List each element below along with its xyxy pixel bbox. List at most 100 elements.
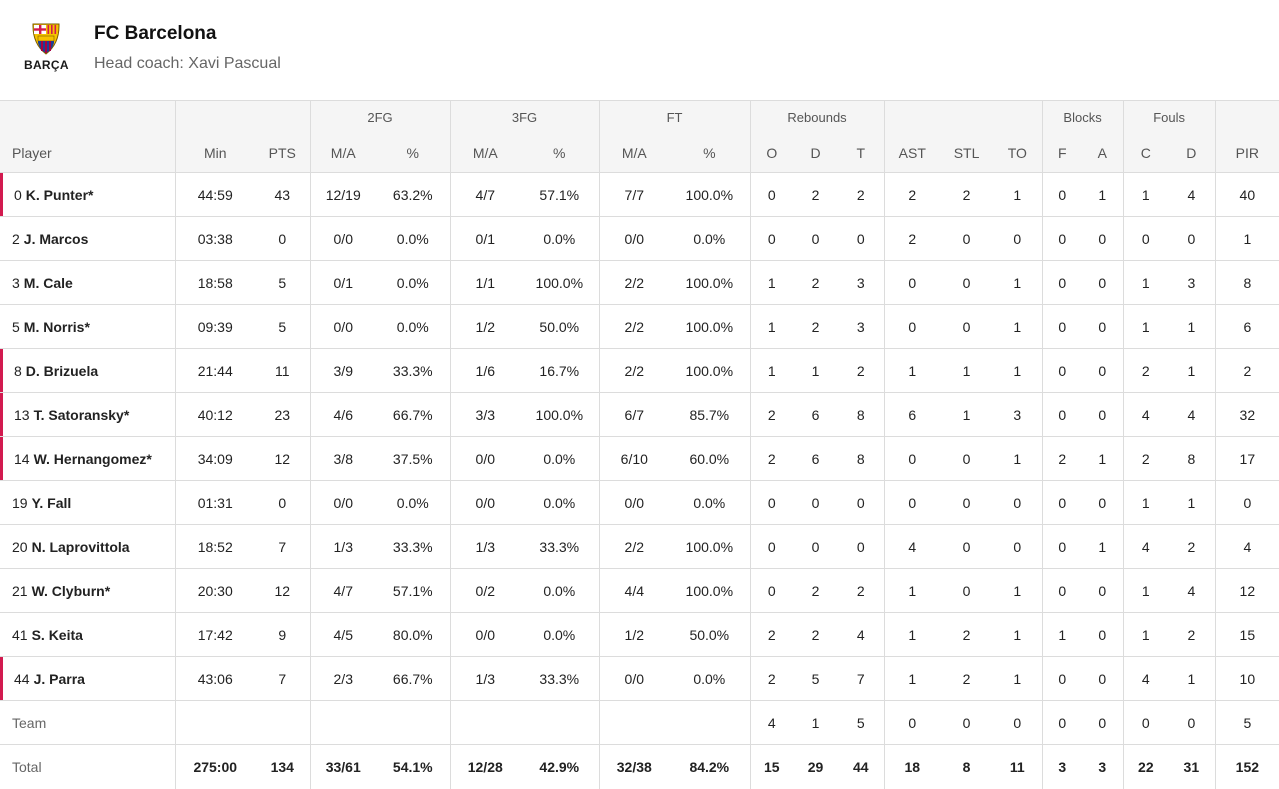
cell-foul-d: 3 xyxy=(1168,260,1216,305)
cell-ast: 0 xyxy=(883,436,941,481)
cell-reb-t: 2 xyxy=(838,348,885,393)
cell-3fg-ma: 4/7 xyxy=(449,172,521,217)
cell-ast: 1 xyxy=(883,612,941,657)
cell-pts: 11 xyxy=(255,348,310,393)
cell-foul-c: 4 xyxy=(1122,656,1169,701)
cell-reb-d: 1 xyxy=(793,348,839,393)
cell-2fg-ma xyxy=(309,700,376,745)
cell-foul-d: 8 xyxy=(1168,436,1216,481)
header-reb-t: T xyxy=(838,134,885,173)
cell-ast: 0 xyxy=(883,700,941,745)
cell-3fg-ma xyxy=(449,700,521,745)
cell-ft-pct: 0.0% xyxy=(669,216,751,261)
cell-ast: 6 xyxy=(883,392,941,437)
cell-ft-pct: 0.0% xyxy=(669,656,751,701)
player-name[interactable]: 5 M. Norris* xyxy=(0,304,175,349)
cell-3fg-ma: 1/1 xyxy=(449,260,521,305)
cell-min: 18:58 xyxy=(174,260,255,305)
cell-min: 18:52 xyxy=(174,524,255,569)
player-number: 21 xyxy=(12,582,28,599)
cell-2fg-ma: 0/0 xyxy=(309,480,376,525)
cell-pir: 32 xyxy=(1214,392,1279,437)
player-row: 0 K. Punter* 44:59 43 12/19 63.2% 4/7 57.1% 7/7 1… xyxy=(0,172,1279,217)
player-row: 3 M. Cale 18:58 5 0/1 0.0% 1/1 100.0% 2/2 100.0% 1… xyxy=(0,260,1279,305)
cell-reb-t: 5 xyxy=(838,700,885,745)
total-row: Total 275:00 134 33/61 54.1% 12/28 42.9% 32/38 8… xyxy=(0,744,1279,789)
player-name[interactable]: 41 S. Keita xyxy=(0,612,175,657)
cell-foul-c: 1 xyxy=(1122,172,1169,217)
cell-2fg-pct: 33.3% xyxy=(376,348,451,393)
header-foul-c: C xyxy=(1122,134,1169,173)
cell-3fg-pct xyxy=(520,700,600,745)
box-score-table: 2FG 3FG FT Rebounds Blocks Fouls Player M… xyxy=(0,100,1279,789)
cell-ft-pct: 85.7% xyxy=(669,392,751,437)
player-row: 41 S. Keita 17:42 9 4/5 80.0% 0/0 0.0% 1/2 50.0% 2… xyxy=(0,612,1279,657)
player-name[interactable]: 0 K. Punter* xyxy=(0,172,175,217)
cell-3fg-ma: 0/0 xyxy=(449,436,521,481)
cell-foul-c: 4 xyxy=(1122,392,1169,437)
player-name[interactable]: 44 J. Parra xyxy=(0,656,175,701)
cell-ft-pct: 100.0% xyxy=(669,172,751,217)
cell-reb-o: 2 xyxy=(749,392,794,437)
cell-3fg-ma: 0/1 xyxy=(449,216,521,261)
cell-stl: 1 xyxy=(940,348,994,393)
player-number: 13 xyxy=(14,406,30,423)
cell-stl: 2 xyxy=(940,656,994,701)
player-name[interactable]: 13 T. Satoransky* xyxy=(0,392,175,437)
cell-stl: 0 xyxy=(940,700,994,745)
cell-reb-t: 3 xyxy=(838,304,885,349)
cell-foul-c: 0 xyxy=(1122,216,1169,261)
cell-pts: 23 xyxy=(255,392,310,437)
cell-reb-t: 8 xyxy=(838,392,885,437)
cell-ft-ma: 2/2 xyxy=(598,348,670,393)
player-name[interactable]: 2 J. Marcos xyxy=(0,216,175,261)
player-name[interactable]: 3 M. Cale xyxy=(0,260,175,305)
cell-2fg-pct: 33.3% xyxy=(376,524,451,569)
team-name: FC Barcelona xyxy=(94,23,217,44)
cell-pir: 40 xyxy=(1214,172,1279,217)
player-name-label: W. Clyburn* xyxy=(31,582,111,599)
team-row: Team 4 1 5 0 0 0 0 0 0 0 5 xyxy=(0,700,1279,745)
cell-reb-t: 4 xyxy=(838,612,885,657)
cell-ft-pct xyxy=(669,700,751,745)
cell-ft-ma: 0/0 xyxy=(598,656,670,701)
cell-blk-f: 0 xyxy=(1041,392,1083,437)
player-name[interactable]: 19 Y. Fall xyxy=(0,480,175,525)
player-number: 44 xyxy=(14,670,30,687)
player-name-label: T. Satoransky* xyxy=(33,406,130,423)
cell-blk-f: 1 xyxy=(1041,612,1083,657)
player-row: 5 M. Norris* 09:39 5 0/0 0.0% 1/2 50.0% 2/2 100.0… xyxy=(0,304,1279,349)
player-row: 14 W. Hernangomez* 34:09 12 3/8 37.5% 0/0 0.0% 6… xyxy=(0,436,1279,481)
cell-3fg-ma: 1/6 xyxy=(449,348,521,393)
cell-stl: 0 xyxy=(940,436,994,481)
cell-foul-c: 2 xyxy=(1122,436,1169,481)
cell-pir: 152 xyxy=(1214,744,1279,789)
cell-2fg-pct: 66.7% xyxy=(376,392,451,437)
cell-2fg-ma: 3/8 xyxy=(309,436,376,481)
cell-stl: 1 xyxy=(940,392,994,437)
cell-ft-pct: 50.0% xyxy=(669,612,751,657)
cell-blk-a: 0 xyxy=(1082,348,1124,393)
player-name[interactable]: 20 N. Laprovittola xyxy=(0,524,175,569)
cell-blk-f: 0 xyxy=(1041,480,1083,525)
player-name-label: N. Laprovittola xyxy=(31,538,130,555)
cell-to: 1 xyxy=(993,612,1043,657)
cell-3fg-pct: 33.3% xyxy=(520,524,600,569)
cell-2fg-pct: 0.0% xyxy=(376,480,451,525)
player-name[interactable]: 21 W. Clyburn* xyxy=(0,568,175,613)
player-number: 5 xyxy=(12,318,20,335)
player-number: 41 xyxy=(12,626,28,643)
cell-blk-f: 2 xyxy=(1041,436,1083,481)
cell-min: 09:39 xyxy=(174,304,255,349)
player-name[interactable]: 8 D. Brizuela xyxy=(0,348,175,393)
cell-3fg-ma: 3/3 xyxy=(449,392,521,437)
cell-2fg-pct: 37.5% xyxy=(376,436,451,481)
cell-reb-t: 7 xyxy=(838,656,885,701)
cell-to: 1 xyxy=(993,304,1043,349)
cell-foul-d: 1 xyxy=(1168,348,1216,393)
player-name[interactable]: 14 W. Hernangomez* xyxy=(0,436,175,481)
cell-foul-d: 2 xyxy=(1168,524,1216,569)
player-row: 21 W. Clyburn* 20:30 12 4/7 57.1% 0/2 0.0% 4/4 10… xyxy=(0,568,1279,613)
cell-foul-c: 4 xyxy=(1122,524,1169,569)
cell-ast: 18 xyxy=(883,744,941,789)
